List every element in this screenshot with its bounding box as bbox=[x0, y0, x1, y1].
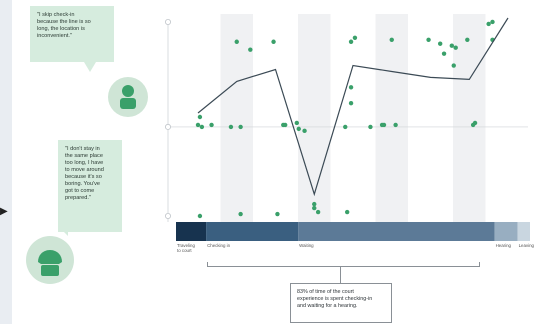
scatter-point bbox=[426, 37, 431, 42]
timeline-label: to court bbox=[177, 248, 192, 253]
person-long-hair-icon bbox=[38, 250, 62, 276]
scatter-point bbox=[449, 43, 455, 48]
timeline-label: Hearing bbox=[496, 243, 512, 248]
column-stripe bbox=[452, 14, 486, 222]
quote-2-line: prepared." bbox=[65, 195, 91, 201]
scatter-point bbox=[197, 114, 203, 120]
scatter-point bbox=[348, 85, 354, 90]
quote-2-line: the same place bbox=[65, 153, 103, 159]
callout-bracket-right bbox=[479, 262, 480, 267]
scatter-point bbox=[348, 100, 354, 106]
scatter-point bbox=[312, 201, 317, 207]
person-avatar-2 bbox=[26, 236, 74, 284]
scatter-point bbox=[294, 120, 300, 126]
quote-1-line: because the line is so bbox=[37, 19, 91, 25]
quote-bubble-1-tail bbox=[84, 62, 96, 72]
quote-2-line: because it's so bbox=[65, 174, 102, 180]
scatter-point bbox=[312, 205, 317, 211]
timeline-label: Checking in bbox=[207, 243, 230, 248]
scatter-point bbox=[228, 124, 234, 130]
quote-2-line: boring. You've bbox=[65, 181, 100, 187]
callout-line: and waiting for a hearing. bbox=[297, 302, 358, 309]
callout-bracket bbox=[207, 266, 479, 267]
callout-box: 83% of time of the court experience is s… bbox=[290, 283, 392, 323]
timeline-segment bbox=[206, 222, 299, 241]
timeline-label: Traveling bbox=[177, 243, 195, 248]
scatter-point bbox=[344, 209, 350, 215]
scatter-point bbox=[238, 211, 243, 217]
scatter-point bbox=[271, 39, 276, 44]
scatter-point bbox=[238, 124, 243, 130]
timeline-segment bbox=[517, 222, 530, 241]
timeline-label: Waiting bbox=[299, 243, 314, 248]
column-stripes bbox=[220, 14, 486, 222]
quote-1-line: inconvenient." bbox=[37, 33, 72, 39]
scatter-point bbox=[486, 21, 491, 27]
axis-marker bbox=[164, 212, 171, 219]
column-stripe bbox=[220, 14, 254, 222]
scatter-point bbox=[393, 122, 398, 128]
scatter-point bbox=[248, 47, 253, 52]
scatter-point bbox=[195, 122, 201, 128]
scatter-point bbox=[465, 37, 470, 42]
quote-2-line: too long, I have bbox=[65, 160, 104, 166]
scatter-point bbox=[296, 126, 301, 132]
column-stripe bbox=[375, 14, 409, 222]
axis-marker bbox=[164, 123, 171, 130]
callout-bracket-left bbox=[207, 262, 208, 267]
scatter-point bbox=[275, 211, 280, 217]
scatter-point bbox=[381, 122, 387, 128]
callout-line: experience is spent checking-in bbox=[297, 295, 373, 302]
column-stripe bbox=[297, 14, 331, 222]
scatter-point bbox=[441, 51, 447, 56]
axis-marker bbox=[164, 18, 171, 25]
quote-bubble-2: "I don't stay in the same place too long… bbox=[58, 140, 122, 232]
scatter-point bbox=[343, 124, 348, 130]
scatter-points bbox=[195, 19, 495, 219]
quote-bubble-2-tail bbox=[58, 226, 68, 236]
quote-2-line: got to come bbox=[65, 188, 95, 194]
scatter-point bbox=[389, 37, 394, 42]
scatter-point bbox=[209, 122, 214, 128]
quote-2-line: "I don't stay in bbox=[65, 146, 100, 152]
scatter-point bbox=[451, 63, 456, 68]
scatter-point bbox=[315, 209, 321, 215]
callout-line: 83% of time of the court bbox=[297, 289, 354, 295]
scatter-point bbox=[234, 39, 239, 44]
timeline-segment bbox=[494, 222, 518, 241]
person-avatar-1 bbox=[108, 77, 148, 117]
quote-1-line: "I skip check-in bbox=[37, 12, 75, 18]
timeline-segment bbox=[176, 222, 207, 241]
scatter-point bbox=[437, 41, 443, 46]
quote-bubble-1: "I skip check-in because the line is so … bbox=[30, 6, 114, 62]
scatter-point bbox=[282, 122, 288, 128]
quote-2-line: to move around bbox=[65, 167, 104, 173]
scatter-point bbox=[368, 124, 373, 130]
arrow-right-icon: ▶ bbox=[0, 206, 8, 217]
quote-1-line: long, the location is bbox=[37, 26, 85, 32]
scatter-point bbox=[302, 128, 307, 134]
timeline-label: Leaving bbox=[519, 243, 535, 248]
scatter-point bbox=[472, 120, 478, 126]
person-icon bbox=[120, 85, 136, 109]
callout-connector bbox=[340, 266, 341, 283]
timeline-segment bbox=[298, 222, 495, 241]
series-line bbox=[197, 17, 509, 197]
scatter-point bbox=[453, 45, 458, 50]
scatter-point bbox=[199, 124, 205, 130]
scatter-point bbox=[197, 213, 203, 219]
scatter-point bbox=[352, 35, 358, 40]
scatter-point bbox=[348, 39, 354, 44]
scatter-point bbox=[490, 19, 495, 25]
timeline-bar bbox=[176, 222, 530, 241]
